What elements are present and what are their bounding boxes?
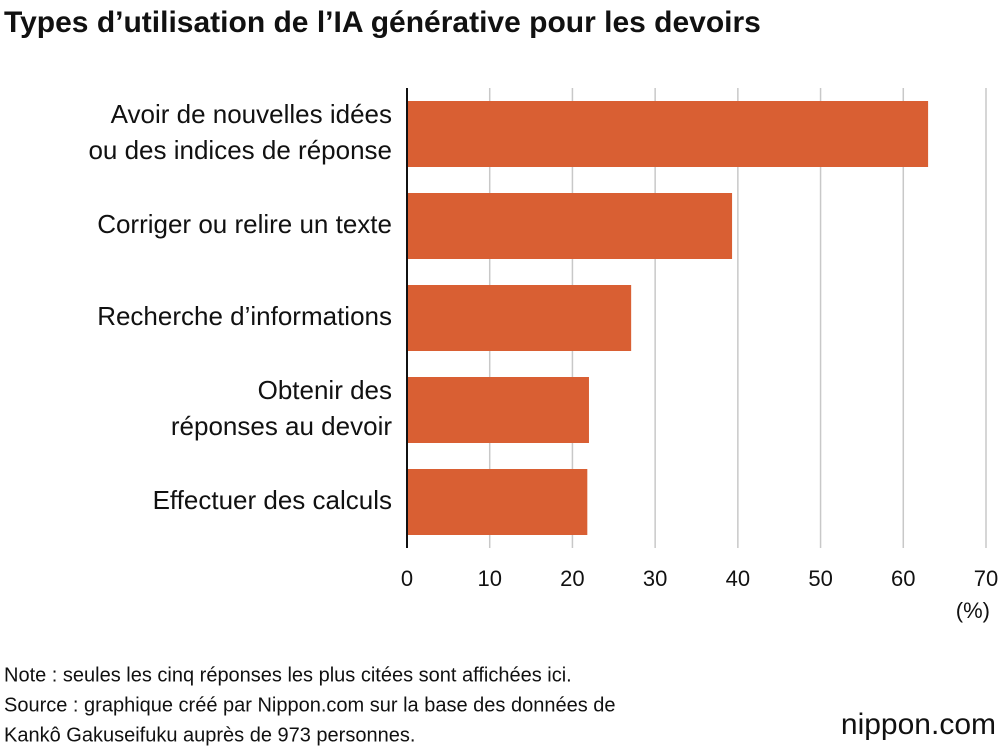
bar xyxy=(407,193,733,259)
category-label: Recherche d’informations xyxy=(97,301,392,331)
x-tick-label: 30 xyxy=(643,566,667,591)
bar xyxy=(407,101,929,167)
x-tick-label: 10 xyxy=(477,566,501,591)
category-label: Corriger ou relire un texte xyxy=(97,209,392,239)
bar xyxy=(407,377,589,443)
x-tick-label: 60 xyxy=(891,566,915,591)
note: Kankô Gakuseifuku auprès de 973 personne… xyxy=(4,724,415,746)
category-label: ou des indices de réponse xyxy=(88,135,392,165)
note: Source : graphique créé par Nippon.com s… xyxy=(4,694,616,716)
category-label: réponses au devoir xyxy=(171,411,392,441)
category-label: Effectuer des calculs xyxy=(153,485,392,515)
logo: nippon.com xyxy=(841,708,996,741)
category-label: Obtenir des xyxy=(258,375,392,405)
x-tick-label: 70 xyxy=(974,566,998,591)
bar xyxy=(407,469,588,535)
x-unit: (%) xyxy=(956,598,990,623)
x-tick-label: 20 xyxy=(560,566,584,591)
bar xyxy=(407,285,632,351)
x-tick-label: 50 xyxy=(808,566,832,591)
note: Note : seules les cinq réponses les plus… xyxy=(4,664,572,686)
category-label: Avoir de nouvelles idées xyxy=(111,99,392,129)
x-tick-label: 0 xyxy=(401,566,413,591)
chart-title: Types d’utilisation de l’IA générative p… xyxy=(4,6,761,39)
x-tick-label: 40 xyxy=(726,566,750,591)
